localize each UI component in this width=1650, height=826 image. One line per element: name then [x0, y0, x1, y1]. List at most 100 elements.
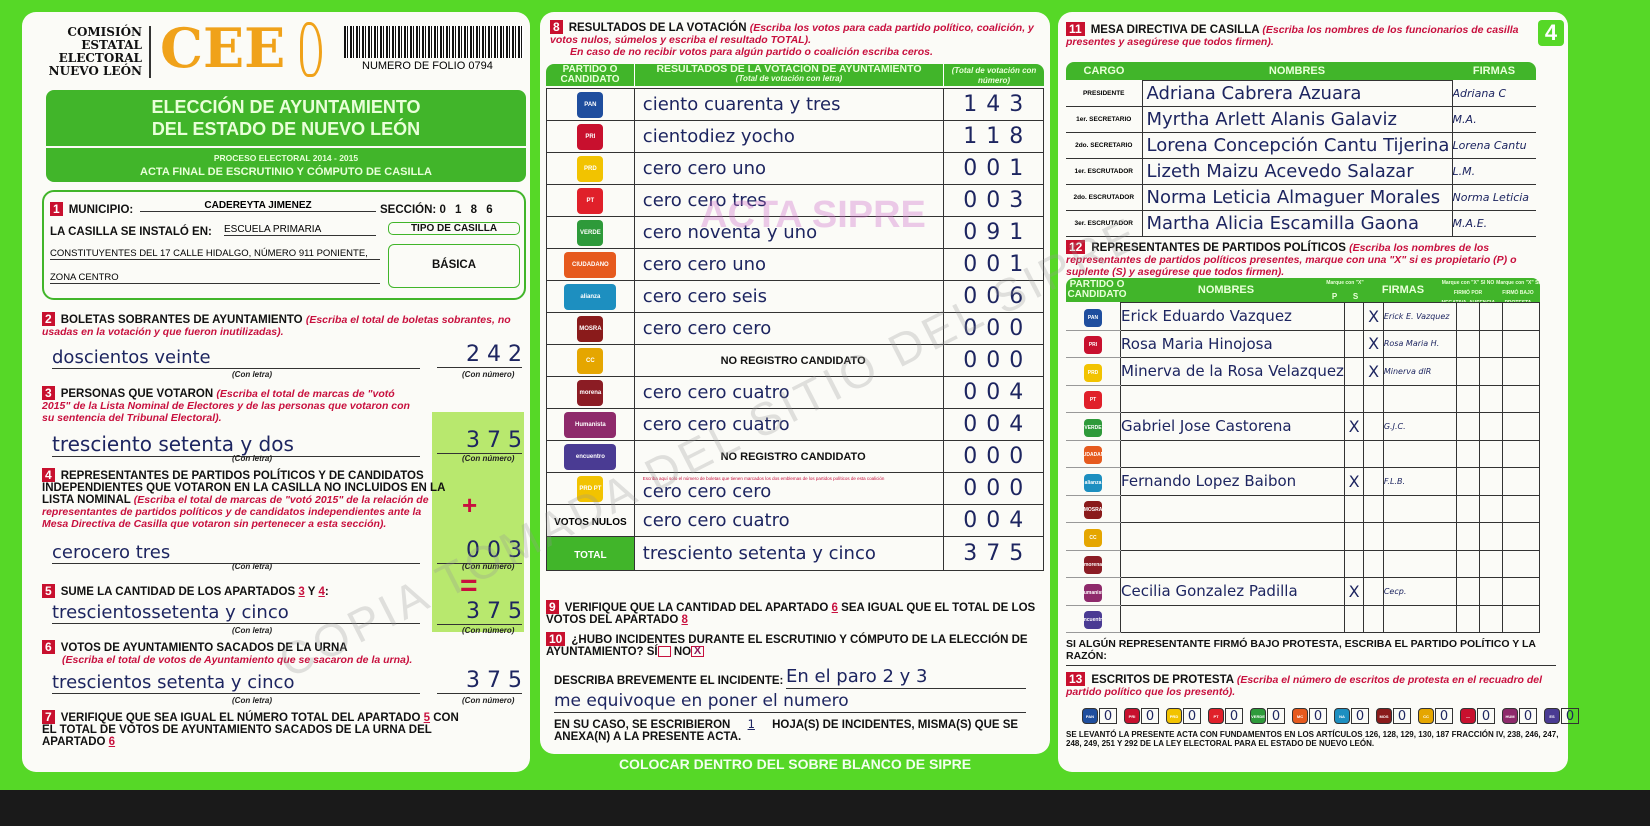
rep-negativa[interactable]: [1455, 412, 1480, 441]
rep-ausencia[interactable]: [1478, 439, 1504, 468]
votes-number-cell[interactable]: 0 0 1: [943, 152, 1044, 185]
protest-count[interactable]: 0: [1183, 708, 1201, 724]
rep-negativa[interactable]: [1455, 549, 1480, 578]
rep-negativa[interactable]: [1455, 329, 1480, 358]
rep-s-mark[interactable]: [1363, 549, 1384, 578]
rep-p-mark[interactable]: X: [1343, 412, 1365, 441]
rep-p-mark[interactable]: [1343, 357, 1365, 386]
rep-firma[interactable]: F.L.B.: [1382, 467, 1457, 496]
protest-count[interactable]: 0: [1099, 708, 1117, 724]
rep-s-mark[interactable]: [1363, 439, 1384, 468]
votes-text-cell[interactable]: cero noventa y uno: [633, 216, 945, 249]
rep-firma[interactable]: [1382, 384, 1457, 413]
protest-count[interactable]: 0: [1519, 708, 1537, 724]
rep-bajo-protesta[interactable]: [1502, 604, 1540, 633]
rep-negativa[interactable]: [1455, 439, 1480, 468]
votes-number-cell[interactable]: 0 0 4: [943, 376, 1044, 409]
rep-s-mark[interactable]: [1363, 604, 1384, 633]
rep-p-mark[interactable]: [1343, 549, 1365, 578]
rep-p-mark[interactable]: [1343, 494, 1365, 523]
rep-p-mark[interactable]: [1343, 329, 1365, 358]
nombre-cell[interactable]: Martha Alicia Escamilla Gaona: [1141, 210, 1453, 237]
votes-text-cell[interactable]: cero cero cuatro: [633, 376, 945, 409]
rep-s-mark[interactable]: X: [1363, 302, 1384, 331]
rep-s-mark[interactable]: [1363, 412, 1384, 441]
rep-nombre[interactable]: Gabriel Jose Castorena: [1120, 412, 1345, 441]
rep-negativa[interactable]: [1455, 522, 1480, 551]
votes-text-cell[interactable]: cero cero cero: [633, 312, 945, 345]
rep-firma[interactable]: [1382, 522, 1457, 551]
votes-text-cell[interactable]: cientodiez yocho: [633, 120, 945, 153]
rep-bajo-protesta[interactable]: [1502, 577, 1540, 606]
rep-bajo-protesta[interactable]: [1502, 357, 1540, 386]
rep-p-mark[interactable]: [1343, 439, 1365, 468]
protest-count[interactable]: 0: [1477, 708, 1495, 724]
rep-bajo-protesta[interactable]: [1502, 329, 1540, 358]
firma-cell[interactable]: Adriana C: [1452, 80, 1536, 107]
rep-nombre[interactable]: [1120, 439, 1345, 468]
rep-ausencia[interactable]: [1478, 412, 1504, 441]
rep-nombre[interactable]: [1120, 384, 1345, 413]
votes-text-cell[interactable]: tresciento setenta y cinco: [633, 536, 945, 571]
protest-count[interactable]: 0: [1435, 708, 1453, 724]
firma-cell[interactable]: L.M.: [1452, 158, 1536, 185]
protest-count[interactable]: 0: [1267, 708, 1285, 724]
rep-nombre[interactable]: [1120, 522, 1345, 551]
rep-bajo-protesta[interactable]: [1502, 549, 1540, 578]
rep-s-mark[interactable]: [1363, 494, 1384, 523]
votes-number-cell[interactable]: 1 4 3: [943, 88, 1044, 121]
rep-s-mark[interactable]: [1363, 522, 1384, 551]
rep-nombre[interactable]: Rosa Maria Hinojosa: [1120, 329, 1345, 358]
rep-ausencia[interactable]: [1478, 522, 1504, 551]
votes-text-cell[interactable]: ciento cuarenta y tres: [633, 88, 945, 121]
nombre-cell[interactable]: Lizeth Maizu Acevedo Salazar: [1141, 158, 1453, 185]
rep-bajo-protesta[interactable]: [1502, 494, 1540, 523]
protest-count[interactable]: 0: [1225, 708, 1243, 724]
rep-nombre[interactable]: [1120, 604, 1345, 633]
rep-negativa[interactable]: [1455, 357, 1480, 386]
protesta-line[interactable]: [1066, 658, 1556, 666]
votes-number-cell[interactable]: 0 0 4: [943, 504, 1044, 537]
votes-text-cell[interactable]: cero cero uno: [633, 248, 945, 281]
rep-nombre[interactable]: Cecilia Gonzalez Padilla: [1120, 577, 1345, 606]
rep-bajo-protesta[interactable]: [1502, 412, 1540, 441]
protest-count[interactable]: 0: [1309, 708, 1327, 724]
no-checkbox[interactable]: X: [691, 646, 705, 658]
rep-firma[interactable]: Erick E. Vazquez: [1382, 302, 1457, 331]
rep-ausencia[interactable]: [1478, 577, 1504, 606]
rep-firma[interactable]: Rosa Maria H.: [1382, 329, 1457, 358]
rep-p-mark[interactable]: X: [1343, 577, 1365, 606]
votes-text-cell[interactable]: NO REGISTRO CANDIDATO: [633, 344, 945, 377]
rep-firma[interactable]: [1382, 439, 1457, 468]
votes-text-cell[interactable]: cero cero uno: [633, 152, 945, 185]
firma-cell[interactable]: Norma Leticia: [1452, 184, 1536, 211]
nombre-cell[interactable]: Adriana Cabrera Azuara: [1141, 80, 1453, 107]
nombre-cell[interactable]: Myrtha Arlett Alanis Galaviz: [1141, 106, 1453, 133]
rep-firma[interactable]: [1382, 549, 1457, 578]
rep-bajo-protesta[interactable]: [1502, 302, 1540, 331]
rep-p-mark[interactable]: [1343, 604, 1365, 633]
votes-number-cell[interactable]: 0 0 0: [943, 440, 1044, 473]
rep-ausencia[interactable]: [1478, 549, 1504, 578]
votes-text-cell[interactable]: cero cero cuatro: [633, 408, 945, 441]
votes-number-cell[interactable]: 0 0 4: [943, 408, 1044, 441]
rep-negativa[interactable]: [1455, 604, 1480, 633]
rep-nombre[interactable]: Minerva de la Rosa Velazquez: [1120, 357, 1345, 386]
votes-number-cell[interactable]: 0 0 0: [943, 472, 1044, 505]
protest-count[interactable]: 0: [1351, 708, 1369, 724]
votes-text-cell[interactable]: cero cero seis: [633, 280, 945, 313]
rep-firma[interactable]: Cecp.: [1382, 577, 1457, 606]
rep-negativa[interactable]: [1455, 302, 1480, 331]
rep-ausencia[interactable]: [1478, 467, 1504, 496]
protest-count[interactable]: 0: [1393, 708, 1411, 724]
protest-count[interactable]: 0: [1141, 708, 1159, 724]
nombre-cell[interactable]: Lorena Concepción Cantu Tijerina: [1141, 132, 1453, 159]
rep-p-mark[interactable]: [1343, 522, 1365, 551]
rep-nombre[interactable]: [1120, 549, 1345, 578]
rep-negativa[interactable]: [1455, 467, 1480, 496]
rep-nombre[interactable]: Erick Eduardo Vazquez: [1120, 302, 1345, 331]
rep-nombre[interactable]: [1120, 494, 1345, 523]
rep-firma[interactable]: Minerva dlR: [1382, 357, 1457, 386]
rep-ausencia[interactable]: [1478, 329, 1504, 358]
rep-ausencia[interactable]: [1478, 357, 1504, 386]
